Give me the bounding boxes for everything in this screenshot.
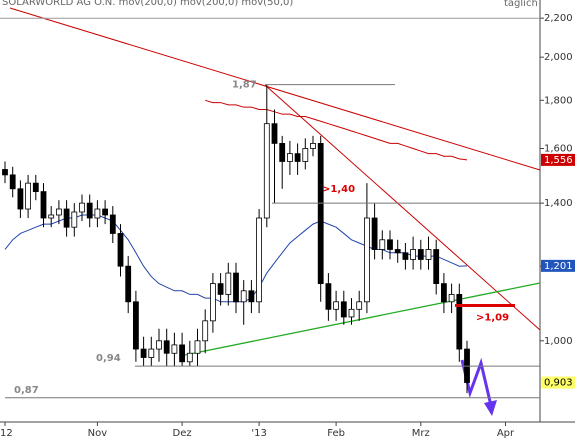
x-tick-label: Dez	[173, 428, 192, 439]
x-tick-label: Feb	[327, 428, 345, 439]
x-tick-label: '13	[251, 428, 266, 439]
candle-body	[202, 320, 209, 342]
candle-body	[256, 217, 263, 303]
support-line	[184, 282, 541, 356]
candle-body	[371, 217, 378, 250]
candle-body	[32, 182, 39, 192]
candle-body	[356, 301, 363, 310]
candle-body	[286, 153, 293, 162]
candle-body	[40, 191, 47, 219]
candle-body	[132, 301, 139, 350]
candle-body	[433, 249, 440, 285]
last-value-box	[541, 153, 575, 166]
candle-body	[425, 249, 432, 260]
candle-body	[56, 208, 62, 216]
last-value-label: 1,201	[544, 261, 573, 272]
candle-body	[271, 123, 278, 144]
candle-body	[417, 249, 424, 260]
annotation: >1,40	[322, 184, 355, 195]
candle-body	[317, 143, 324, 285]
candle-body	[333, 301, 340, 310]
candle-body	[402, 252, 409, 260]
annotation: 0,94	[96, 353, 121, 364]
candle-body	[410, 249, 417, 260]
candle-body	[233, 272, 239, 303]
candle-body	[448, 294, 455, 303]
moving-average	[205, 99, 468, 161]
candle-body	[294, 153, 301, 162]
y-tick-label: 2,000	[544, 52, 573, 63]
candle-body	[340, 301, 347, 318]
candle-body	[379, 239, 386, 250]
candle-body	[109, 214, 116, 234]
candle-body	[140, 348, 147, 358]
x-tick-label: Mrz	[412, 428, 430, 439]
chart-title: SOLARWORLD AG O.N. mov(200,0) mov(200,0)…	[2, 0, 293, 8]
candle-body	[363, 217, 370, 303]
last-value-label: 1,556	[544, 155, 573, 166]
last-value-box	[541, 259, 575, 272]
x-tick-label: '12	[0, 428, 13, 439]
candle-body	[456, 294, 463, 350]
last-value-box	[541, 376, 575, 389]
candle-body	[48, 214, 55, 219]
interval-label: täglich	[504, 0, 538, 9]
candle-body	[156, 340, 162, 350]
candle-body	[94, 208, 101, 219]
annotation: 1,87	[232, 80, 257, 91]
candle-body	[217, 283, 224, 295]
y-tick-label: 1,800	[544, 95, 573, 106]
trend-line	[264, 84, 541, 331]
candle-body	[310, 143, 316, 149]
y-tick-label: 1,600	[544, 143, 573, 154]
last-value-label: 0,903	[544, 378, 573, 389]
candle-body	[263, 123, 270, 219]
candle-body	[387, 239, 393, 250]
candle-body	[2, 169, 8, 176]
candle-body	[125, 265, 132, 303]
x-tick-label: Nov	[88, 428, 108, 439]
candle-body	[279, 143, 286, 162]
x-tick-label: Apr	[497, 428, 515, 439]
candle-body	[348, 308, 355, 318]
candle-body	[25, 182, 32, 210]
y-tick-label: 1,000	[544, 336, 573, 347]
annotation: >1,09	[476, 313, 509, 324]
y-tick-label: 2,200	[544, 13, 573, 24]
candle-body	[86, 202, 93, 219]
candle-body	[240, 290, 247, 303]
candle-body	[209, 283, 216, 322]
arrow-head	[484, 400, 497, 416]
candle-body	[71, 211, 78, 228]
candle-body	[186, 352, 193, 363]
annotation: 0,87	[14, 385, 39, 396]
candle-body	[394, 249, 401, 254]
candle-body	[248, 290, 255, 303]
y-tick-label: 1,400	[544, 198, 573, 209]
candle-body	[163, 340, 170, 354]
candle-body	[79, 202, 85, 213]
candle-body	[17, 188, 24, 210]
candle-body	[9, 174, 16, 190]
candle-body	[302, 148, 309, 162]
candle-body	[440, 283, 447, 303]
candle-body	[179, 344, 186, 363]
candle-body	[63, 208, 70, 228]
candle-body	[325, 283, 332, 310]
candle-body	[171, 344, 178, 354]
candle-body	[148, 348, 155, 358]
candle-body	[194, 340, 201, 354]
trend-line	[9, 7, 541, 171]
candle-body	[225, 272, 232, 295]
candle-body	[102, 208, 108, 216]
candle-body	[117, 233, 124, 267]
